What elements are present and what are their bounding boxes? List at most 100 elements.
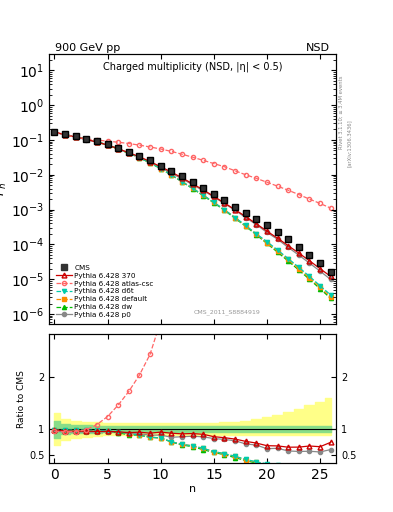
Pythia 6.428 dw: [52, 129, 57, 135]
Pythia 6.428 dw: [222, 207, 227, 214]
Pythia 6.428 atlas-csc: [84, 136, 89, 142]
Pythia 6.428 p0: [264, 229, 269, 236]
CMS: [127, 148, 131, 155]
Pythia 6.428 atlas-csc: [137, 142, 142, 148]
Pythia 6.428 atlas-csc: [95, 137, 99, 143]
Pythia 6.428 default: [127, 150, 131, 156]
Pythia 6.428 d6t: [254, 231, 259, 237]
Pythia 6.428 dw: [254, 232, 259, 238]
Pythia 6.428 dw: [95, 139, 99, 145]
CMS: [137, 153, 142, 159]
Pythia 6.428 370: [148, 159, 152, 165]
CMS: [201, 185, 206, 191]
Pythia 6.428 atlas-csc: [127, 140, 131, 146]
Pythia 6.428 p0: [63, 132, 68, 138]
Pythia 6.428 p0: [127, 150, 131, 156]
Text: NSD: NSD: [306, 42, 330, 53]
Pythia 6.428 default: [84, 136, 89, 142]
CMS: [95, 138, 99, 144]
Pythia 6.428 p0: [243, 215, 248, 221]
Pythia 6.428 dw: [116, 146, 121, 152]
Pythia 6.428 p0: [116, 146, 121, 152]
CMS: [73, 133, 78, 139]
Pythia 6.428 atlas-csc: [328, 205, 333, 211]
Pythia 6.428 atlas-csc: [286, 187, 290, 194]
Pythia 6.428 d6t: [73, 134, 78, 140]
Pythia 6.428 default: [328, 294, 333, 300]
Line: Pythia 6.428 atlas-csc: Pythia 6.428 atlas-csc: [52, 130, 333, 210]
Pythia 6.428 p0: [148, 159, 152, 165]
CMS: [318, 260, 322, 266]
Line: Pythia 6.428 dw: Pythia 6.428 dw: [52, 130, 333, 301]
Pythia 6.428 d6t: [105, 142, 110, 148]
CMS: [286, 236, 290, 242]
Pythia 6.428 atlas-csc: [63, 132, 68, 138]
Pythia 6.428 370: [116, 145, 121, 152]
Pythia 6.428 dw: [286, 258, 290, 264]
Pythia 6.428 p0: [211, 194, 216, 200]
CMS: [190, 179, 195, 185]
Pythia 6.428 default: [307, 274, 312, 281]
Pythia 6.428 370: [328, 273, 333, 280]
Pythia 6.428 atlas-csc: [52, 129, 57, 135]
Pythia 6.428 atlas-csc: [222, 164, 227, 170]
Text: [arXiv:1306.3436]: [arXiv:1306.3436]: [347, 119, 352, 167]
Pythia 6.428 d6t: [158, 165, 163, 172]
Pythia 6.428 default: [211, 199, 216, 205]
Pythia 6.428 370: [243, 214, 248, 220]
Pythia 6.428 d6t: [201, 192, 206, 198]
Pythia 6.428 p0: [169, 170, 174, 177]
Pythia 6.428 p0: [222, 201, 227, 207]
Pythia 6.428 d6t: [137, 155, 142, 161]
Pythia 6.428 atlas-csc: [318, 200, 322, 206]
Line: Pythia 6.428 370: Pythia 6.428 370: [52, 129, 333, 279]
Pythia 6.428 p0: [105, 142, 110, 148]
Pythia 6.428 dw: [201, 193, 206, 199]
Pythia 6.428 370: [264, 228, 269, 234]
Pythia 6.428 atlas-csc: [190, 154, 195, 160]
Pythia 6.428 d6t: [190, 185, 195, 191]
Y-axis label: $P_n$: $P_n$: [0, 182, 9, 197]
Pythia 6.428 default: [52, 129, 57, 135]
CMS: [275, 229, 280, 236]
CMS: [328, 269, 333, 275]
Text: 900 GeV pp: 900 GeV pp: [55, 42, 120, 53]
Pythia 6.428 default: [222, 207, 227, 213]
Pythia 6.428 default: [264, 240, 269, 246]
Pythia 6.428 default: [233, 215, 237, 221]
Pythia 6.428 p0: [137, 154, 142, 160]
Pythia 6.428 p0: [328, 276, 333, 283]
Pythia 6.428 d6t: [63, 132, 68, 138]
CMS: [296, 244, 301, 250]
Pythia 6.428 p0: [190, 182, 195, 188]
Pythia 6.428 dw: [84, 136, 89, 142]
Pythia 6.428 default: [73, 134, 78, 140]
Line: Pythia 6.428 p0: Pythia 6.428 p0: [52, 130, 333, 282]
Pythia 6.428 dw: [169, 172, 174, 178]
Pythia 6.428 dw: [296, 267, 301, 273]
Pythia 6.428 default: [254, 231, 259, 237]
Pythia 6.428 p0: [318, 268, 322, 274]
Pythia 6.428 atlas-csc: [254, 175, 259, 181]
Pythia 6.428 default: [116, 145, 121, 152]
Pythia 6.428 d6t: [243, 222, 248, 228]
X-axis label: n: n: [189, 484, 196, 494]
Pythia 6.428 d6t: [52, 129, 57, 135]
Pythia 6.428 dw: [105, 142, 110, 148]
Pythia 6.428 atlas-csc: [296, 191, 301, 198]
Pythia 6.428 dw: [275, 249, 280, 255]
Pythia 6.428 370: [190, 181, 195, 187]
Pythia 6.428 default: [286, 257, 290, 263]
Pythia 6.428 default: [105, 142, 110, 148]
Pythia 6.428 370: [84, 136, 89, 142]
Pythia 6.428 p0: [95, 139, 99, 145]
Pythia 6.428 p0: [254, 222, 259, 228]
Pythia 6.428 atlas-csc: [105, 138, 110, 144]
Pythia 6.428 dw: [158, 165, 163, 172]
CMS: [211, 191, 216, 197]
CMS: [307, 252, 312, 258]
Pythia 6.428 dw: [180, 179, 184, 185]
Text: Charged multiplicity (NSD, |η| < 0.5): Charged multiplicity (NSD, |η| < 0.5): [103, 62, 282, 72]
Pythia 6.428 dw: [264, 241, 269, 247]
Pythia 6.428 atlas-csc: [211, 160, 216, 166]
